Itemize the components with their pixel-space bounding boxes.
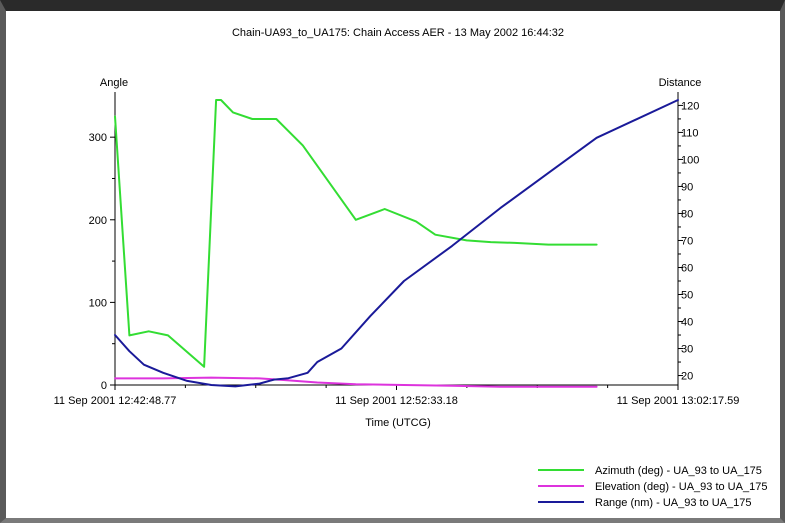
y-left-axis-label: Angle	[100, 77, 128, 89]
x-tick-label: 11 Sep 2001 13:02:17.59	[617, 395, 740, 407]
series-line-range	[114, 99, 679, 388]
y-right-tick-label: 50	[681, 290, 693, 302]
y-right-tick-label: 20	[681, 371, 693, 383]
y-right-tick-label: 100	[681, 154, 699, 166]
y-right-tick-label: 80	[681, 208, 693, 220]
y-left-tick-label: 100	[89, 297, 107, 309]
y-left-tick-label: 200	[89, 215, 107, 227]
y-right-axis-label: Distance	[659, 77, 702, 89]
x-tick-label: 11 Sep 2001 12:52:33.18	[335, 395, 458, 407]
legend-label-range: Range (nm) - UA_93 to UA_175	[595, 497, 752, 509]
chart-title: Chain-UA93_to_UA175: Chain Access AER - …	[232, 27, 564, 39]
series-line-elevation	[114, 376, 598, 388]
y-left-tick-label: 0	[101, 380, 107, 392]
y-right-tick-label: 40	[681, 317, 693, 329]
y-right-tick-label: 120	[681, 100, 699, 112]
y-right-tick-label: 60	[681, 262, 693, 274]
legend: Azimuth (deg) - UA_93 to UA_175 Elevation…	[538, 465, 767, 509]
y-left-tick-label: 300	[89, 132, 107, 144]
axes: 0 100 200 300 20 30 40 50 60 70 80 90 100 110 120 11 Se…	[54, 92, 740, 407]
y-right-tick-label: 30	[681, 344, 693, 356]
legend-label-elevation: Elevation (deg) - UA_93 to UA_175	[595, 481, 767, 493]
series-layer	[114, 99, 679, 388]
x-tick-label: 11 Sep 2001 12:42:48.77	[54, 395, 177, 407]
series-line-azimuth	[114, 99, 598, 368]
y-right-tick-label: 70	[681, 235, 693, 247]
y-right-tick-label: 90	[681, 181, 693, 193]
x-axis-label: Time (UTCG)	[365, 417, 431, 429]
y-right-tick-label: 110	[681, 127, 699, 139]
legend-label-azimuth: Azimuth (deg) - UA_93 to UA_175	[595, 465, 762, 477]
